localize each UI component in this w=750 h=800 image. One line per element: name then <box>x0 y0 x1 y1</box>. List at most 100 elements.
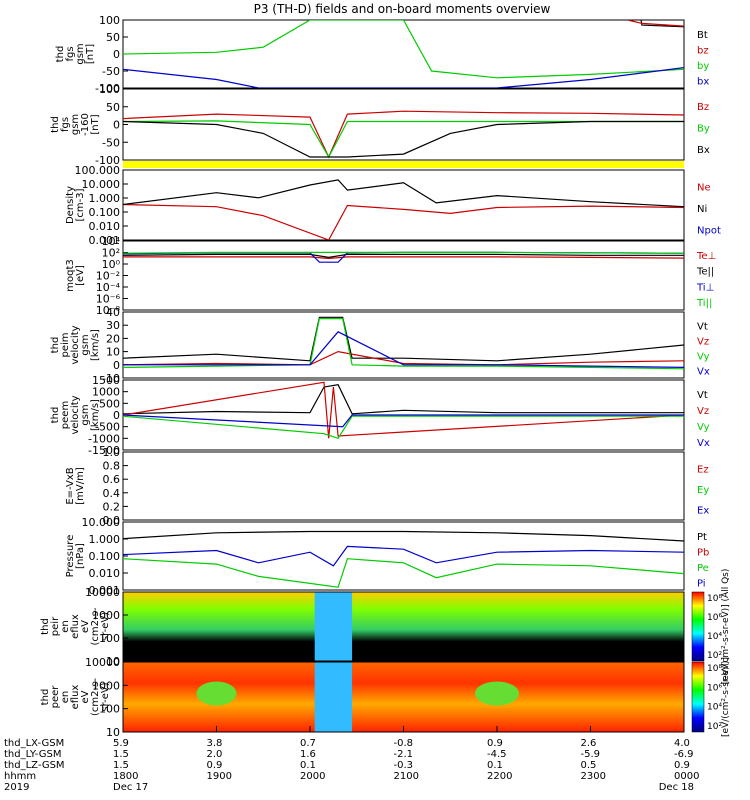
panel-pressure: 10.000 1.000 0.100 0.010 0.001 Pressure [nPa] P… <box>65 516 709 597</box>
panel-efield: 1.00.80.60.40.20.0 E=-VxB [mV/m] Ez Ey Ex <box>65 446 709 527</box>
x-row-value: 0.9 <box>207 760 223 771</box>
series-line-vx <box>123 414 684 428</box>
y-tick-label: 0.010 <box>89 220 121 233</box>
x-row-value: 0.9 <box>674 760 690 771</box>
colorbar-label: [eV/(cm²-s-sr-eV)] <box>721 657 731 737</box>
legend-label: Bt <box>697 30 708 41</box>
y-axis-label: sr-eV) <box>100 682 111 711</box>
series-line-pe <box>123 558 684 588</box>
series-line-bx <box>123 67 684 88</box>
panel-fgs_gse: 100 50 0 -50 -100 thd fgs gsm -160 [nT] Bz By Bx <box>50 83 710 168</box>
y-tick-label: 0 <box>113 119 120 132</box>
y-tick-label: -10 <box>102 372 120 385</box>
series-line-ni <box>123 179 684 208</box>
spectrogram-feature <box>475 681 519 706</box>
y-axis-label: gsm <box>70 114 81 135</box>
y-tick-label: 0.100 <box>89 550 121 563</box>
y-tick-label: 10⁴ <box>102 235 121 248</box>
y-tick-label: 0.4 <box>103 487 121 500</box>
y-tick-label: 40 <box>106 306 120 319</box>
y-tick-label: 10⁻⁶ <box>96 293 121 306</box>
y-tick-label: 0.001 <box>89 234 121 247</box>
legend-label: Bz <box>697 102 709 113</box>
panel-frame <box>122 240 685 311</box>
y-axis-label: gsm <box>80 334 91 355</box>
y-axis-label: eflux <box>70 614 81 639</box>
panel-frame <box>122 591 685 662</box>
y-tick-label: -50 <box>102 136 120 149</box>
series-line-ti <box>123 251 684 254</box>
colorbar-scale <box>691 591 705 662</box>
series-line-by <box>123 120 684 159</box>
legend-label: Ex <box>697 506 709 517</box>
y-axis-label: velocity <box>70 325 81 364</box>
x-row-value: -0.8 <box>394 738 414 749</box>
x-row-value: 0.5 <box>581 760 597 771</box>
y-tick-label: 0 <box>113 359 120 372</box>
y-tick-label: 100 <box>99 632 120 645</box>
series-line-vx <box>123 331 684 368</box>
x-row-value: -4.5 <box>487 749 507 760</box>
y-axis-label: E=-VxB <box>65 467 76 504</box>
x-row-value: 2100 <box>394 771 419 782</box>
y-tick-label: 100 <box>99 83 120 96</box>
y-axis-label: -160 <box>80 113 91 136</box>
y-tick-label: -1500 <box>88 444 120 457</box>
y-axis-label: peem <box>60 401 71 429</box>
y-axis-label: thd <box>55 46 66 63</box>
y-axis-label: [cm-3] <box>75 188 86 221</box>
y-axis-label: [km/s] <box>90 329 101 361</box>
y-tick-label: -500 <box>95 421 120 434</box>
y-axis-label: peim <box>60 332 71 357</box>
y-axis-label: Density <box>65 186 76 224</box>
colorbar-label: [eV/(cm²-s-sr-eV)] (All Qs) <box>721 569 731 685</box>
y-tick-label: 1500 <box>92 374 120 387</box>
y-tick-label: 500 <box>99 397 120 410</box>
y-axis-label: moqt3 <box>65 259 76 292</box>
legend-label: Te⊥ <box>696 251 716 262</box>
y-axis-label: [mV/m] <box>75 467 86 505</box>
legend-label: Ti⊥ <box>696 282 714 293</box>
legend-label: Ez <box>697 464 709 475</box>
series-line-ne <box>123 203 684 240</box>
y-tick-label: 10² <box>102 247 120 260</box>
y-axis-label: thd <box>50 116 61 133</box>
series-line-te <box>123 253 684 259</box>
y-axis-label: [km/s] <box>90 399 101 431</box>
x-row-value: Dec 17 <box>113 782 148 793</box>
colorbar-tick-label: 10⁸ <box>707 664 722 674</box>
x-row-value: 2.6 <box>581 738 597 749</box>
y-tick-label: 10 <box>106 726 120 739</box>
panel-fgs_gsm: 100 50 0 -50 -100 thd fgs gsm [nT] Bt bz by bx <box>55 14 709 95</box>
x-row-value: 0000 <box>674 771 699 782</box>
y-axis-label: Pressure <box>65 535 76 578</box>
x-row-label: thd_LZ-GSM <box>4 760 65 771</box>
legend-label: Ne <box>697 183 711 194</box>
y-axis-label: en <box>60 691 71 704</box>
y-tick-label: 1.0 <box>103 446 121 459</box>
legend-label: Pb <box>697 547 709 558</box>
x-row-value: 5.9 <box>113 738 129 749</box>
series-line-bz <box>627 20 684 27</box>
plot-title: P3 (TH-D) fields and on-board moments ov… <box>254 2 551 16</box>
legend-label: Te|| <box>696 267 714 278</box>
y-axis-label: [nT] <box>90 114 101 134</box>
y-tick-label: 0.8 <box>103 460 121 473</box>
colorbar-tick-label: 10⁸ <box>707 594 722 604</box>
legend-label: Ti|| <box>696 298 712 309</box>
legend-label: bz <box>697 45 709 56</box>
y-tick-label: 10 <box>106 655 120 668</box>
colorbar-tick-label: 10⁴ <box>707 703 722 713</box>
y-axis-label: eflux <box>70 685 81 710</box>
y-axis-label: [eV] <box>75 265 86 286</box>
legend-label: Ey <box>697 485 709 496</box>
x-row-value: 3.8 <box>207 738 223 749</box>
y-axis-label: peer <box>50 685 61 709</box>
series-line-vz <box>123 350 684 366</box>
y-tick-label: 100.000 <box>75 164 121 177</box>
y-axis-label: thd <box>50 337 61 354</box>
legend-label: Vt <box>697 390 708 401</box>
panel-peer_spectrogram: 10⁸ 10⁶ 10⁴ 10²[eV/(cm²-s-sr-eV)] 10000 1000 1… <box>40 656 731 739</box>
